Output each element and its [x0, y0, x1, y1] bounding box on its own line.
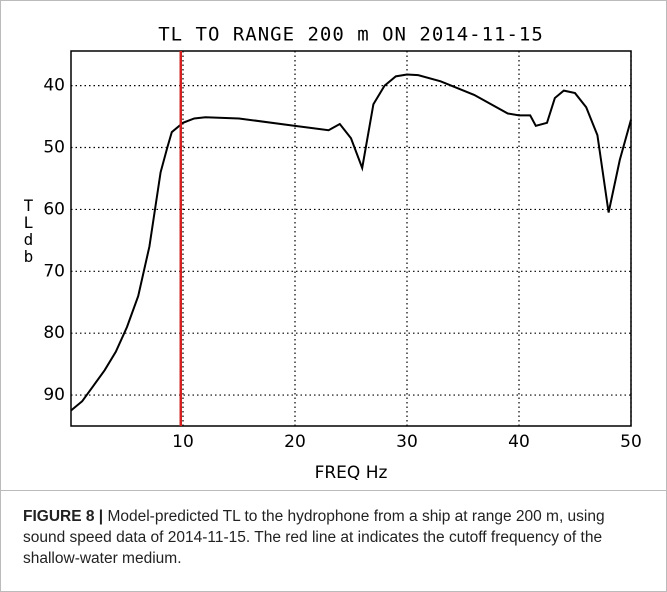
y-tick-label: 50: [43, 138, 65, 158]
caption: FIGURE 8 | Model-predicted TL to the hyd…: [23, 506, 643, 569]
y-tick-label: 70: [43, 261, 65, 281]
chart-title: TL TO RANGE 200 m ON 2014-11-15: [158, 24, 544, 46]
caption-label: FIGURE 8 |: [23, 508, 104, 525]
y-tick-label: 60: [43, 199, 65, 219]
x-tick-label: 30: [396, 432, 418, 452]
y-tick-label: 90: [43, 385, 65, 405]
y-tick-label: 40: [43, 76, 65, 96]
x-tick-label: 20: [284, 432, 306, 452]
caption-text: Model-predicted TL to the hydrophone fro…: [23, 508, 605, 567]
x-axis-label: FREQ Hz: [315, 463, 388, 483]
separator: [1, 490, 666, 491]
y-tick-label: 80: [43, 323, 65, 343]
y-axis-label: TL db: [23, 196, 34, 266]
chart: TL TO RANGE 200 m ON 2014-11-15 FREQ Hz …: [43, 24, 642, 484]
x-tick-label: 50: [620, 432, 642, 452]
x-tick-label: 40: [508, 432, 530, 452]
line: [70, 73, 632, 412]
x-tick-label: 10: [172, 432, 194, 452]
plot-frame: [70, 50, 632, 427]
